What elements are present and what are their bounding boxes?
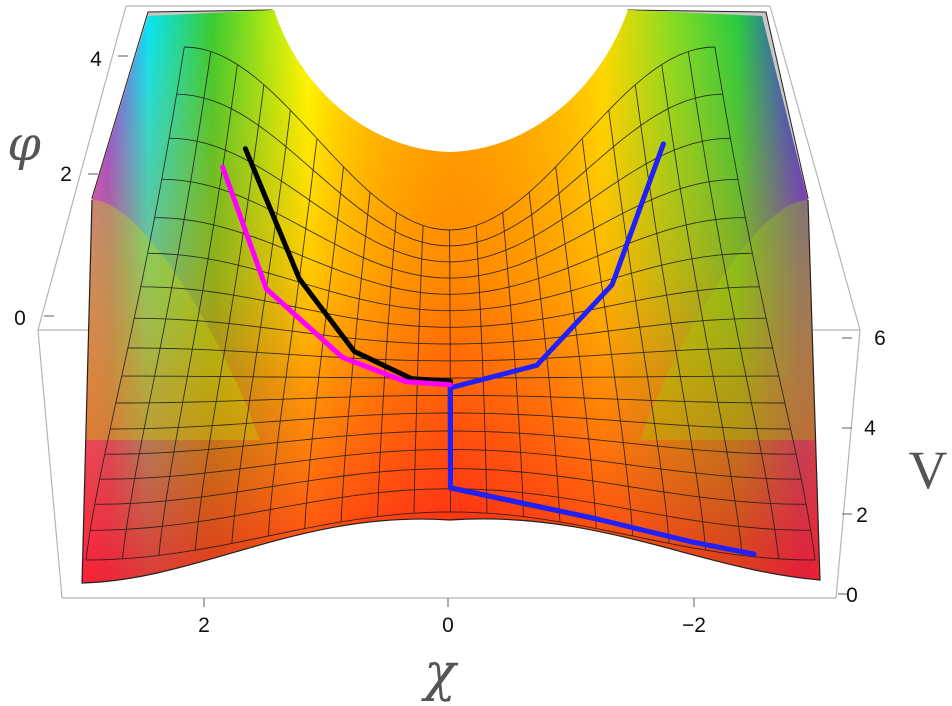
y-axis-title: φ bbox=[7, 116, 41, 172]
mesh-line-phi bbox=[140, 286, 760, 328]
z-tick-label: 0 bbox=[846, 584, 858, 607]
trajectory-1 bbox=[447, 141, 757, 557]
potential-surface bbox=[82, 10, 820, 583]
x-tick-label: −2 bbox=[682, 614, 706, 637]
mesh-line-phi bbox=[184, 46, 715, 231]
surface-outline bbox=[81, 199, 821, 584]
trajectories bbox=[220, 141, 757, 557]
z-tick-label: 6 bbox=[874, 327, 886, 350]
z-tick-label: 4 bbox=[864, 417, 876, 440]
mesh-line-phi bbox=[127, 347, 773, 362]
tick-marks bbox=[44, 55, 852, 607]
y-tick-label: 4 bbox=[90, 48, 102, 71]
mesh-line-phi bbox=[121, 375, 779, 379]
mesh-line-phi bbox=[154, 217, 746, 295]
x-tick-label: 0 bbox=[442, 614, 454, 637]
z-axis-title: V bbox=[909, 440, 948, 500]
y-tick-label: 2 bbox=[60, 163, 72, 186]
surface-mesh bbox=[85, 46, 816, 561]
mesh-line-phi bbox=[134, 317, 767, 345]
mesh-line-phi bbox=[176, 93, 723, 247]
mesh-line-phi bbox=[169, 137, 731, 263]
trajectory-2 bbox=[220, 164, 453, 388]
mesh-line-phi bbox=[85, 511, 816, 561]
y-tick-label: 0 bbox=[14, 307, 26, 330]
z-tick-label: 2 bbox=[856, 504, 868, 527]
x-tick-label: 2 bbox=[198, 614, 210, 637]
mesh-line-phi bbox=[147, 252, 753, 312]
x-axis-title: χ bbox=[420, 643, 459, 703]
